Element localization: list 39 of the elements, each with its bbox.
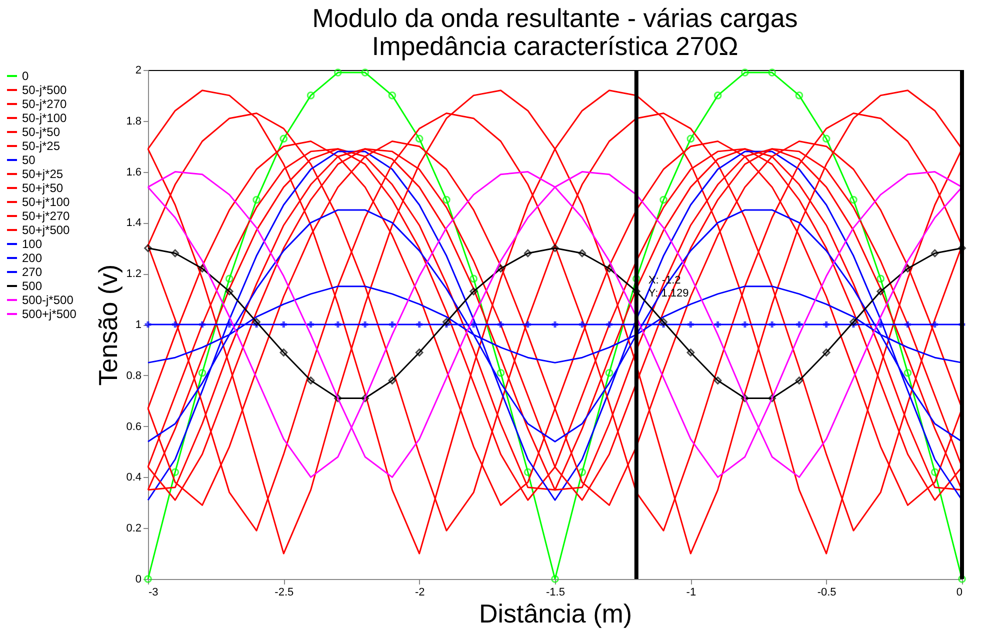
legend-label: 50+j*50	[22, 181, 64, 195]
legend-label: 0	[22, 69, 29, 83]
legend-label: 500+j*500	[22, 307, 77, 321]
y-tick-label: 1.8	[126, 115, 142, 128]
x-tick-label: -2	[414, 586, 425, 598]
y-tick-label: 1	[135, 319, 142, 331]
legend-label: 500	[22, 279, 42, 293]
y-axis-title: Tensão (v)	[93, 264, 124, 386]
x-tick-label: 0	[956, 586, 962, 598]
x-axis-title: Distância (m)	[478, 598, 632, 628]
legend-label: 50+j*500	[22, 223, 70, 237]
legend-label: 50+j*25	[22, 167, 64, 181]
x-tick-label: -1	[686, 586, 696, 598]
legend-label: 50-j*500	[22, 83, 68, 97]
legend-label: 50-j*50	[22, 125, 60, 139]
x-tick-label: -1.5	[546, 586, 565, 598]
legend-label: 500-j*500	[22, 293, 74, 307]
x-tick-label: -0.5	[817, 586, 836, 598]
chart-title: Modulo da onda resultante - várias cargas Impedância característica 270Ω	[312, 3, 798, 61]
y-tick-label: 0.4	[126, 472, 142, 484]
y-tick-label: 0.2	[126, 522, 142, 535]
legend-label: 270	[22, 265, 42, 279]
y-tick-label: 1.2	[126, 268, 142, 280]
legend-label: 100	[22, 237, 42, 251]
legend-label: 50+j*270	[22, 209, 70, 223]
y-tick-label: 0	[135, 574, 142, 586]
legend-label: 50-j*25	[22, 139, 60, 153]
legend-label: 50	[22, 153, 36, 167]
y-tick-label: 1.6	[126, 166, 142, 178]
y-tick-label: 2	[135, 64, 142, 76]
legend-label: 50-j*100	[22, 111, 68, 125]
y-tick-label: 0.8	[126, 370, 142, 382]
legend-label: 50-j*270	[22, 97, 68, 111]
x-tick-label: -2.5	[274, 586, 294, 598]
y-tick-label: 1.4	[126, 217, 142, 230]
y-tick-label: 0.6	[126, 420, 142, 433]
legend-label: 200	[22, 251, 42, 265]
legend-label: 50+j*100	[22, 195, 70, 209]
x-tick-label: -3	[148, 586, 158, 598]
